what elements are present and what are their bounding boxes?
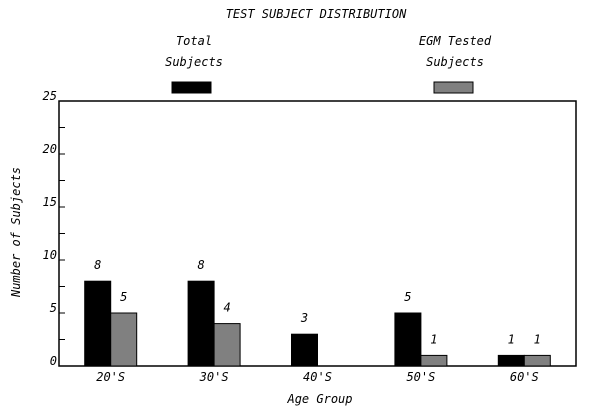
legend-swatch-total xyxy=(171,81,212,94)
y-axis: 0 5 10 15 20 25 xyxy=(43,89,65,368)
data-label: 8 xyxy=(94,258,101,272)
y-tick-label: 20 xyxy=(43,142,57,156)
legend-label-egm-line1: EGM Tested xyxy=(419,34,492,48)
legend-entry-total: Total Subjects xyxy=(165,34,223,94)
y-tick-label: 10 xyxy=(43,248,57,262)
x-tick-label: 20'S xyxy=(96,370,125,384)
data-label: 5 xyxy=(404,290,411,304)
bar-series-1 xyxy=(291,333,318,367)
legend-label-egm-line2: Subjects xyxy=(426,55,484,69)
data-label: 5 xyxy=(120,290,127,304)
legend: Total Subjects EGM Tested Subjects xyxy=(165,34,492,94)
legend-swatch-egm-tested xyxy=(433,81,474,94)
bar-series-1 xyxy=(394,312,422,367)
bars: 8 8 3 5 1 5 4 1 1 xyxy=(84,258,551,367)
y-tick-label: 25 xyxy=(43,89,57,103)
bar-series-2 xyxy=(110,312,138,367)
data-label: 1 xyxy=(508,332,515,346)
data-label: 4 xyxy=(223,301,230,315)
x-tick-label: 30'S xyxy=(199,370,229,384)
legend-label-total-line1: Total xyxy=(176,34,212,48)
y-tick-label: 0 xyxy=(50,354,57,368)
bar-series-2 xyxy=(523,354,551,367)
data-label: 8 xyxy=(197,258,204,272)
y-tick-label: 5 xyxy=(50,301,57,315)
data-label: 1 xyxy=(430,332,437,346)
y-tick-label: 15 xyxy=(43,195,57,209)
data-label: 3 xyxy=(300,311,308,325)
x-tick-label: 60'S xyxy=(510,370,539,384)
y-axis-label: Number of Subjects xyxy=(9,167,23,298)
bar-series-1 xyxy=(187,280,215,367)
x-tick-label: 40'S xyxy=(303,370,332,384)
chart-title: TEST SUBJECT DISTRIBUTION xyxy=(226,7,407,21)
x-axis-label: Age Group xyxy=(286,392,352,406)
x-axis: 20'S 30'S 40'S 50'S 60'S xyxy=(96,370,539,384)
bar-series-2 xyxy=(420,354,448,367)
data-label: 1 xyxy=(534,332,541,346)
bar-series-1 xyxy=(84,280,112,367)
bar-series-2 xyxy=(213,323,241,367)
x-tick-label: 50'S xyxy=(406,370,435,384)
legend-entry-egm-tested: EGM Tested Subjects xyxy=(419,34,492,94)
bar-series-1 xyxy=(497,354,525,367)
legend-label-total-line2: Subjects xyxy=(165,55,223,69)
